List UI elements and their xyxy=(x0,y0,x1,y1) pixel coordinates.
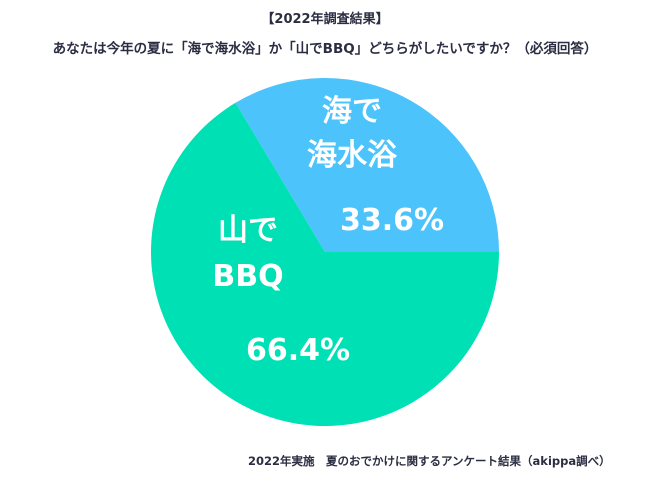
chart-subtitle: あなたは今年の夏に「海で海水浴」か「山でBBQ」どちらがしたいですか？（必須回答… xyxy=(52,41,598,57)
slice-label-sea-line1: 海で xyxy=(322,94,382,129)
slice-label-sea-line2: 海水浴 xyxy=(307,138,398,173)
pie-slice-sea xyxy=(235,78,499,252)
slice-value-mountain: 66.4% xyxy=(246,333,350,368)
chart-title: 【2022年調査結果】 xyxy=(261,12,389,27)
pie-slice-mountain xyxy=(150,102,499,427)
slice-label-mountain-line2: BBQ xyxy=(212,259,283,294)
slice-value-sea: 33.6% xyxy=(340,203,444,238)
source-note: 2022年実施 夏のおでかけに関するアンケート結果（akippa調べ） xyxy=(248,454,611,468)
slice-label-mountain-line1: 山で xyxy=(218,213,278,248)
